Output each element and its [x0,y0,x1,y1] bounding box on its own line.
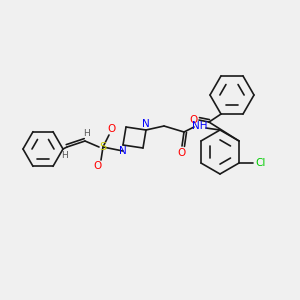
Text: S: S [99,142,106,152]
Text: H: H [61,151,68,160]
Text: NH: NH [192,121,208,131]
Text: H: H [84,128,90,137]
Text: O: O [178,148,186,158]
Text: O: O [190,115,198,125]
Text: Cl: Cl [256,158,266,168]
Text: O: O [108,124,116,134]
Text: N: N [142,119,150,129]
Text: N: N [119,146,127,156]
Text: O: O [94,161,102,171]
